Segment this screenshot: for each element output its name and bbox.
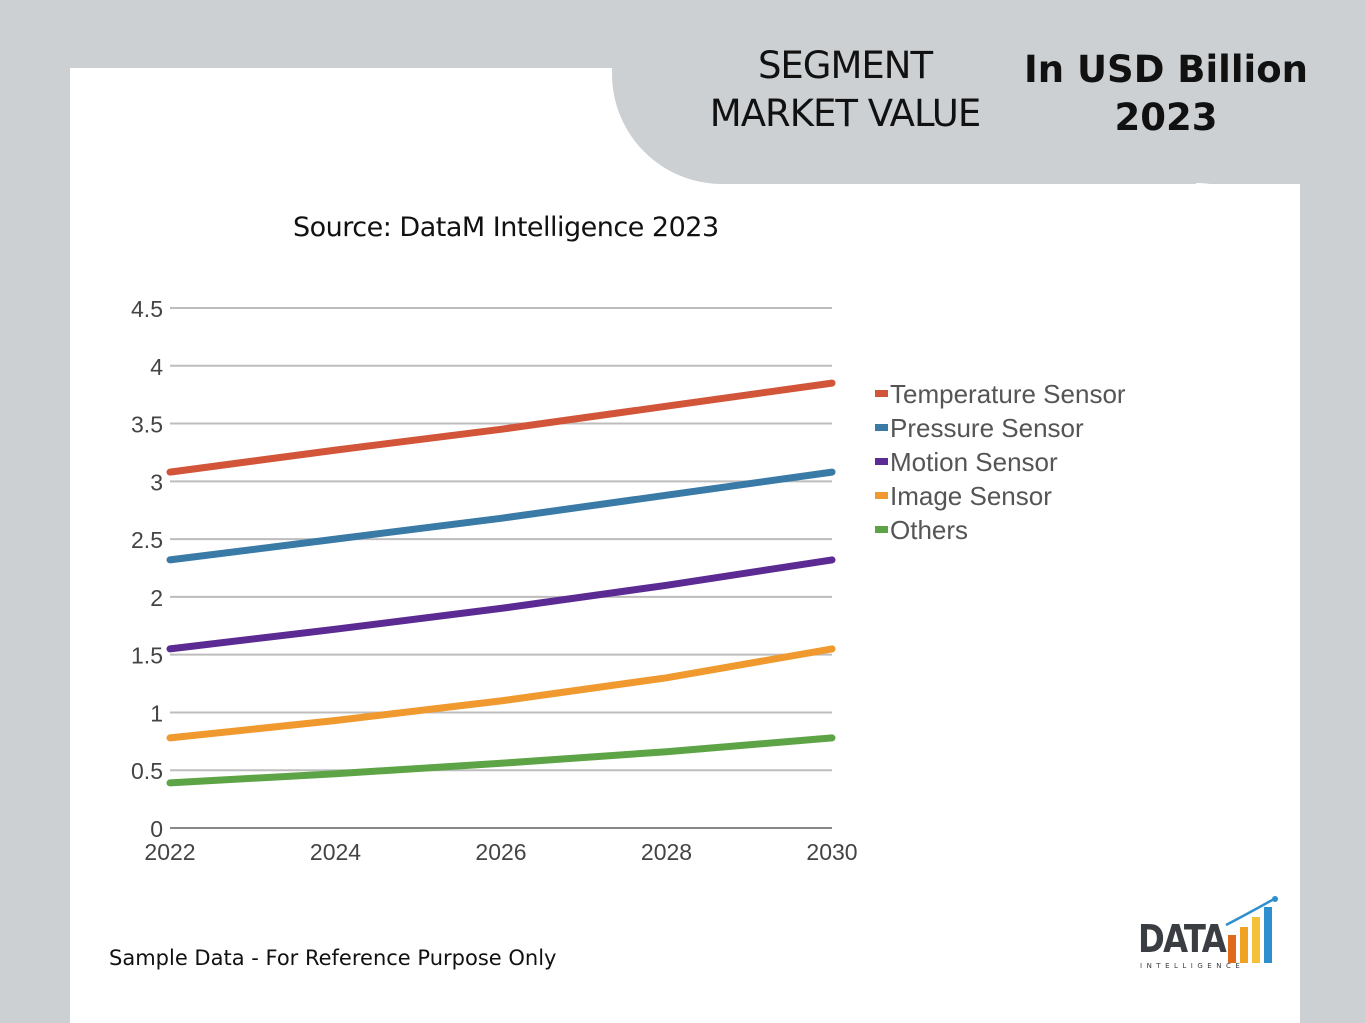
legend-label: Motion Sensor [890,447,1058,477]
y-tick-label: 2.5 [131,527,163,553]
segment-title: SEGMENT MARKET VALUE [709,44,981,135]
series-line [166,468,836,564]
y-tick-label: 1.5 [131,643,163,669]
y-tick-label: 4 [150,354,163,380]
x-tick-label: 2024 [310,839,361,865]
x-tick-label: 2028 [641,839,692,865]
legend-swatch [875,526,888,533]
y-tick-label: 4.5 [131,296,163,322]
x-tick-label: 2030 [806,839,857,865]
y-tick-label: 2 [150,585,163,611]
y-tick-label: 3 [150,469,163,495]
x-tick-label: 2022 [144,839,195,865]
legend-swatch [875,492,888,499]
legend-swatch [875,390,888,397]
y-tick-label: 0.5 [131,758,163,784]
series-line [166,556,836,653]
legend-label: Pressure Sensor [890,413,1084,443]
datam-logo: DATA INTELLIGENCE [1136,895,1281,975]
series-line [166,379,836,476]
header-panel [612,0,1365,184]
sample-note: Sample Data - For Reference Purpose Only [109,946,557,970]
legend-swatch [875,458,888,465]
legend-label: Image Sensor [890,481,1052,511]
logo-word: DATA [1138,917,1227,961]
series-line [166,645,836,742]
logo-bars-icon [1225,896,1278,963]
legend-label: Others [890,515,968,545]
y-tick-label: 3.5 [131,412,163,438]
x-tick-label: 2026 [475,839,526,865]
y-tick-label: 0 [150,816,163,842]
legend-label: Temperature Sensor [890,379,1126,409]
series-line [166,734,836,787]
unit-title: In USD Billion 2023 [1024,48,1308,139]
logo-subtitle: INTELLIGENCE [1140,962,1245,970]
y-tick-label: 1 [150,700,163,726]
chart-source: Source: DataM Intelligence 2023 [293,212,719,243]
legend-swatch [875,424,888,431]
